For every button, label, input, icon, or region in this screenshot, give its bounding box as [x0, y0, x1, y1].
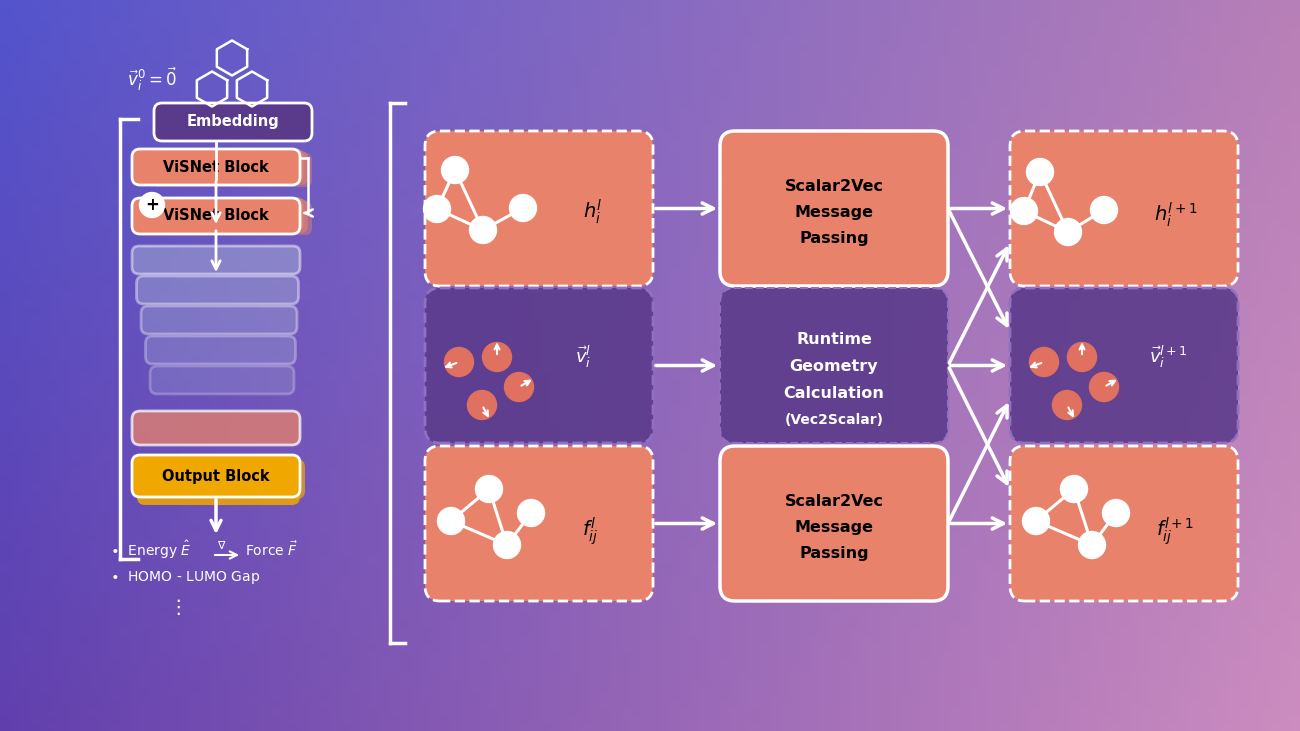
Text: $f_{ij}^l$: $f_{ij}^l$: [582, 515, 598, 547]
FancyBboxPatch shape: [146, 336, 295, 364]
Circle shape: [1102, 499, 1130, 526]
FancyBboxPatch shape: [133, 246, 300, 274]
Text: $h_i^l$: $h_i^l$: [584, 197, 603, 226]
Circle shape: [469, 216, 497, 243]
Circle shape: [1061, 475, 1088, 502]
FancyBboxPatch shape: [142, 459, 306, 499]
Text: $\vdots$: $\vdots$: [168, 597, 181, 617]
Circle shape: [1053, 390, 1082, 420]
Circle shape: [494, 531, 520, 558]
Text: $\vec{v}_i^l$: $\vec{v}_i^l$: [575, 344, 592, 370]
FancyBboxPatch shape: [425, 288, 653, 443]
Text: Output Block: Output Block: [162, 469, 270, 483]
FancyBboxPatch shape: [146, 199, 308, 233]
Text: ViSNet Block: ViSNet Block: [162, 208, 269, 224]
Circle shape: [468, 390, 497, 420]
Text: Message: Message: [794, 520, 874, 535]
FancyBboxPatch shape: [152, 201, 312, 235]
Circle shape: [1027, 159, 1053, 186]
FancyBboxPatch shape: [133, 455, 300, 497]
Text: $h_i^{l+1}$: $h_i^{l+1}$: [1154, 200, 1197, 229]
Circle shape: [476, 475, 503, 502]
Text: +: +: [146, 195, 159, 213]
Text: ViSNet Block: ViSNet Block: [162, 159, 269, 175]
Text: Scalar2Vec: Scalar2Vec: [784, 179, 884, 194]
Circle shape: [1079, 531, 1105, 558]
Circle shape: [1091, 197, 1118, 224]
Text: Passing: Passing: [800, 231, 868, 246]
Text: Embedding: Embedding: [187, 115, 280, 129]
Text: $\vec{v}_i^{l+1}$: $\vec{v}_i^{l+1}$: [1149, 344, 1187, 370]
Text: (Vec2Scalar): (Vec2Scalar): [784, 414, 884, 428]
FancyBboxPatch shape: [133, 198, 300, 234]
FancyBboxPatch shape: [720, 446, 948, 601]
Circle shape: [139, 192, 165, 218]
Text: $\nabla$: $\nabla$: [217, 539, 226, 551]
Text: Geometry: Geometry: [789, 359, 879, 374]
FancyBboxPatch shape: [133, 411, 300, 445]
Circle shape: [517, 499, 545, 526]
Circle shape: [504, 373, 533, 401]
Circle shape: [1089, 373, 1118, 401]
Text: Calculation: Calculation: [784, 386, 884, 401]
FancyBboxPatch shape: [153, 103, 312, 141]
Circle shape: [482, 343, 511, 371]
Circle shape: [438, 507, 464, 534]
FancyBboxPatch shape: [133, 149, 300, 185]
Circle shape: [1054, 219, 1082, 246]
Text: Passing: Passing: [800, 546, 868, 561]
FancyBboxPatch shape: [1010, 446, 1238, 601]
Text: Message: Message: [794, 205, 874, 220]
Circle shape: [424, 195, 451, 222]
Text: $\vec{v}_i^0 = \vec{0}$: $\vec{v}_i^0 = \vec{0}$: [127, 65, 177, 93]
FancyBboxPatch shape: [425, 446, 653, 601]
FancyBboxPatch shape: [720, 131, 948, 286]
Text: Scalar2Vec: Scalar2Vec: [784, 494, 884, 509]
FancyBboxPatch shape: [136, 276, 299, 304]
FancyBboxPatch shape: [152, 153, 312, 187]
Circle shape: [1067, 343, 1096, 371]
FancyBboxPatch shape: [425, 131, 653, 286]
Circle shape: [1030, 347, 1058, 376]
FancyBboxPatch shape: [136, 465, 300, 505]
FancyBboxPatch shape: [150, 366, 294, 394]
Text: $f_{ij}^{l+1}$: $f_{ij}^{l+1}$: [1156, 515, 1195, 547]
FancyBboxPatch shape: [138, 197, 304, 231]
Text: $\bullet$  Energy $\hat{E}$: $\bullet$ Energy $\hat{E}$: [111, 539, 191, 561]
FancyBboxPatch shape: [720, 288, 948, 443]
Text: $\bullet$  HOMO - LUMO Gap: $\bullet$ HOMO - LUMO Gap: [111, 569, 260, 586]
FancyBboxPatch shape: [1010, 131, 1238, 286]
Circle shape: [510, 194, 537, 221]
Circle shape: [1010, 197, 1037, 224]
Circle shape: [1023, 507, 1049, 534]
Text: Runtime: Runtime: [796, 332, 872, 347]
FancyBboxPatch shape: [138, 149, 304, 183]
Circle shape: [442, 156, 468, 183]
Text: Force $\vec{F}$: Force $\vec{F}$: [244, 540, 298, 559]
FancyBboxPatch shape: [140, 306, 296, 334]
Circle shape: [445, 347, 473, 376]
FancyBboxPatch shape: [146, 151, 308, 185]
FancyBboxPatch shape: [1010, 288, 1238, 443]
